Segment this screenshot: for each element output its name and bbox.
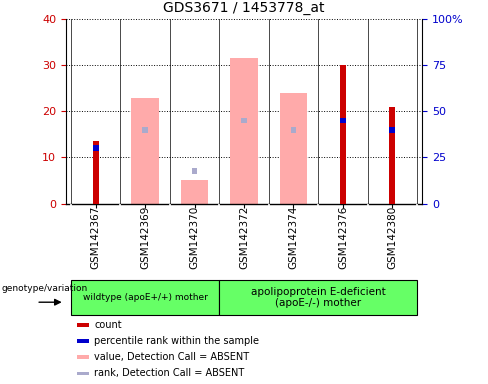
Bar (77, 356, 89, 359)
Bar (71, 280, 219, 315)
Text: GSM142370: GSM142370 (189, 206, 200, 269)
Bar (77, 339, 89, 343)
Bar (181, 180, 208, 204)
Text: GSM142376: GSM142376 (338, 206, 348, 269)
Bar (340, 118, 346, 123)
Text: apolipoprotein E-deficient
(apoE-/-) mother: apolipoprotein E-deficient (apoE-/-) mot… (251, 287, 386, 308)
Bar (340, 65, 346, 204)
Title: GDS3671 / 1453778_at: GDS3671 / 1453778_at (163, 2, 325, 15)
Bar (192, 169, 198, 174)
Text: GSM142380: GSM142380 (387, 206, 397, 269)
Text: GSM142374: GSM142374 (288, 206, 299, 269)
Bar (77, 372, 89, 375)
Text: rank, Detection Call = ABSENT: rank, Detection Call = ABSENT (94, 368, 244, 378)
Text: wildtype (apoE+/+) mother: wildtype (apoE+/+) mother (82, 293, 207, 302)
Bar (389, 107, 395, 204)
Text: count: count (94, 320, 122, 330)
Bar (219, 280, 417, 315)
Bar (93, 141, 99, 204)
Bar (389, 127, 395, 132)
Bar (77, 323, 89, 326)
Bar (230, 58, 258, 204)
Bar (290, 127, 296, 132)
Text: GSM142367: GSM142367 (91, 206, 101, 269)
Text: genotype/variation: genotype/variation (1, 284, 87, 293)
Text: GSM142369: GSM142369 (140, 206, 150, 269)
Bar (241, 118, 247, 123)
Bar (131, 98, 159, 204)
Text: percentile rank within the sample: percentile rank within the sample (94, 336, 260, 346)
Bar (93, 146, 99, 151)
Bar (280, 93, 307, 204)
Text: GSM142372: GSM142372 (239, 206, 249, 269)
Text: value, Detection Call = ABSENT: value, Detection Call = ABSENT (94, 352, 249, 362)
Bar (142, 127, 148, 132)
